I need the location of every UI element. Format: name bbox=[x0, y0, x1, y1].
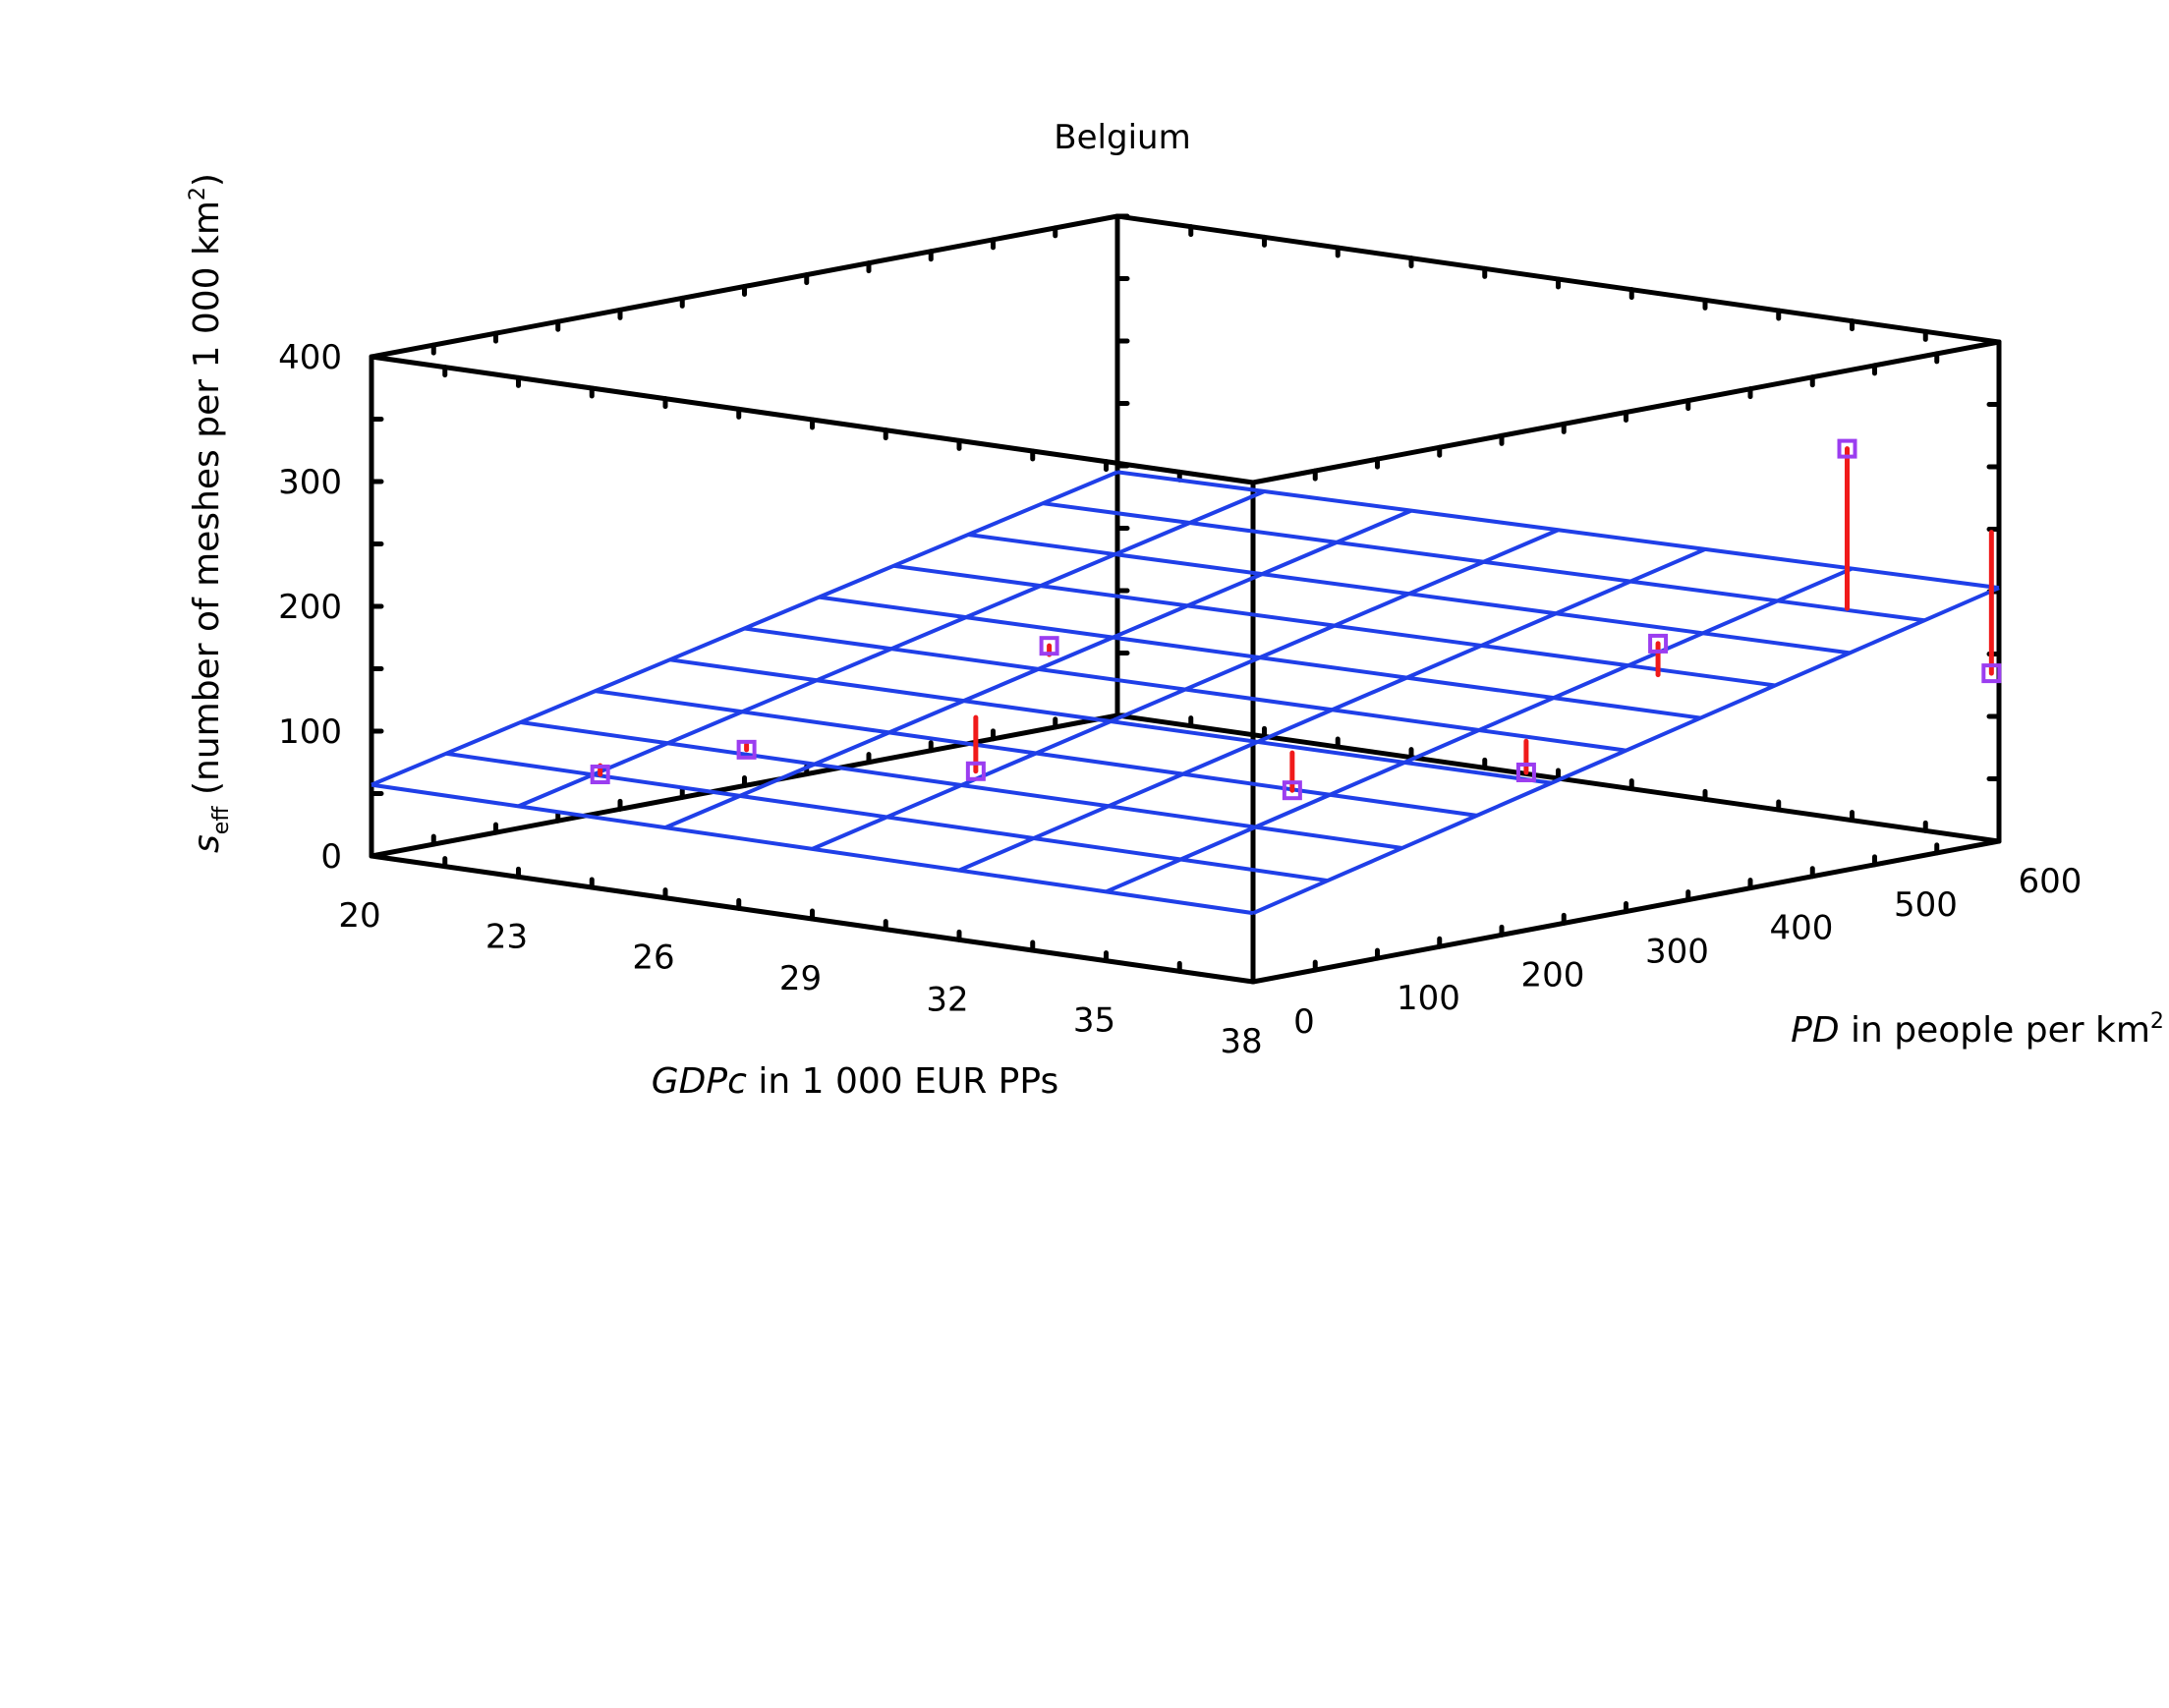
x-tick-label-6: 38 bbox=[1220, 1022, 1262, 1061]
chart-title: Belgium bbox=[1054, 118, 1190, 157]
y-tick-label-1: 100 bbox=[1397, 979, 1460, 1018]
z-axis-title-text: (number of meshes per 1 000 km bbox=[187, 200, 227, 806]
y-tick-label-0: 0 bbox=[1293, 1002, 1315, 1042]
z-axis-title-var: s bbox=[187, 834, 227, 853]
data-point-5 bbox=[1515, 762, 1536, 782]
data-point-8 bbox=[1981, 663, 2002, 684]
y-axis-title-var: PD bbox=[1791, 1010, 1839, 1051]
z-tick-label-4: 400 bbox=[278, 338, 342, 377]
y-axis-title: PD in people per km2 bbox=[1791, 1009, 2164, 1051]
z-axis-title-close: ) bbox=[187, 173, 227, 187]
x-axis-title: GDPc in 1 000 EUR PPs bbox=[652, 1061, 1058, 1102]
x-tick-label-4: 32 bbox=[926, 980, 968, 1019]
x-axis-title-var: GDPc bbox=[652, 1061, 747, 1102]
z-tick-label-1: 100 bbox=[278, 712, 342, 752]
z-axis-title-sup: 2 bbox=[186, 187, 210, 200]
data-point-7 bbox=[1837, 438, 1857, 459]
y-axis-title-sup: 2 bbox=[2150, 1009, 2164, 1034]
y-tick-label-3: 300 bbox=[1645, 933, 1709, 972]
data-point-6 bbox=[1648, 633, 1669, 654]
x-tick-label-0: 20 bbox=[338, 896, 380, 936]
y-tick-label-2: 200 bbox=[1521, 955, 1585, 995]
y-tick-label-5: 500 bbox=[1894, 885, 1958, 925]
plane-grid-line-y-7 bbox=[893, 563, 1776, 688]
plane-grid-line-y-2 bbox=[520, 719, 1403, 850]
plane-grid-line-y-0 bbox=[371, 782, 1254, 916]
plane-grid-line-y-9 bbox=[1042, 501, 1925, 623]
data-point-1 bbox=[736, 739, 757, 760]
x-tick-label-2: 26 bbox=[632, 939, 674, 978]
x-tick-label-3: 29 bbox=[779, 959, 822, 998]
data-point-2 bbox=[1039, 636, 1059, 656]
plane-grid-line-y-3 bbox=[595, 689, 1477, 818]
plane-grid-line-y-8 bbox=[967, 533, 1851, 655]
plane-grid-line-y-10 bbox=[1116, 470, 2000, 591]
y-tick-label-6: 600 bbox=[2019, 862, 2083, 901]
data-point-4 bbox=[1282, 780, 1302, 801]
z-tick-label-3: 300 bbox=[278, 463, 342, 502]
x-axis-title-text: in 1 000 EUR PPs bbox=[747, 1061, 1058, 1102]
z-axis-title: seff (number of meshes per 1 000 km2) bbox=[186, 173, 234, 853]
y-axis-title-text: in people per km bbox=[1840, 1010, 2150, 1051]
y-tick-label-4: 400 bbox=[1770, 909, 1834, 948]
data-point-3 bbox=[965, 761, 986, 781]
plane-grid-line-y-5 bbox=[744, 626, 1627, 753]
data-point-0 bbox=[590, 765, 610, 785]
plane-grid-line-y-4 bbox=[669, 657, 1552, 785]
plane-grid-line-y-6 bbox=[819, 595, 1701, 720]
x-tick-label-5: 35 bbox=[1073, 1001, 1115, 1041]
z-axis-title-sub: eff bbox=[209, 806, 234, 835]
z-tick-label-2: 200 bbox=[278, 588, 342, 627]
x-tick-label-1: 23 bbox=[485, 917, 528, 956]
z-tick-label-0: 0 bbox=[320, 837, 342, 877]
